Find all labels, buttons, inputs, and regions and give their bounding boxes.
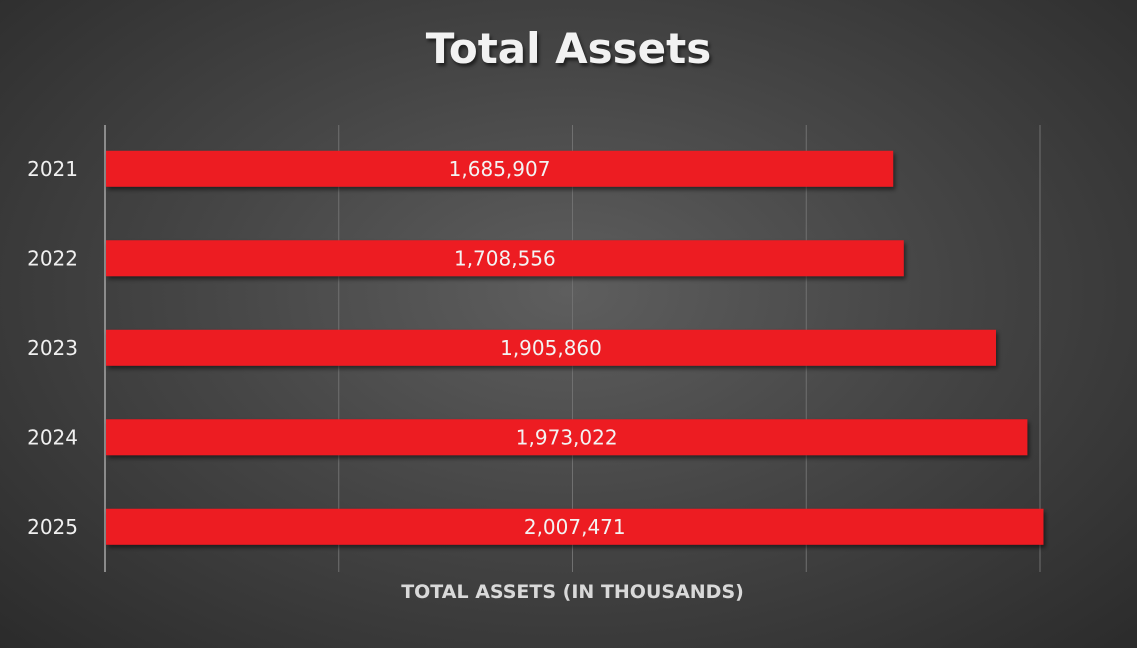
x-axis-title: TOTAL ASSETS (IN THOUSANDS)	[401, 581, 744, 603]
data-label-2024: 1,973,022	[516, 425, 618, 449]
chart-title: Total Assets	[425, 24, 712, 73]
data-label-2025: 2,007,471	[524, 515, 626, 539]
data-label-2022: 1,708,556	[454, 246, 556, 270]
bar-2022	[106, 240, 904, 277]
category-label-2021: 2021	[27, 157, 78, 181]
bar-2023	[106, 329, 996, 366]
chart-title-area: Total Assets	[0, 0, 1137, 110]
category-label-2025: 2025	[27, 515, 78, 539]
bar-2025	[106, 508, 1044, 545]
category-label-2024: 2024	[27, 425, 78, 449]
data-label-2023: 1,905,860	[500, 336, 602, 360]
bar-2021	[106, 150, 894, 187]
category-label-2022: 2022	[27, 246, 78, 270]
data-label-2021: 1,685,907	[449, 157, 551, 181]
bar-2024	[106, 419, 1028, 456]
category-label-2023: 2023	[27, 336, 78, 360]
